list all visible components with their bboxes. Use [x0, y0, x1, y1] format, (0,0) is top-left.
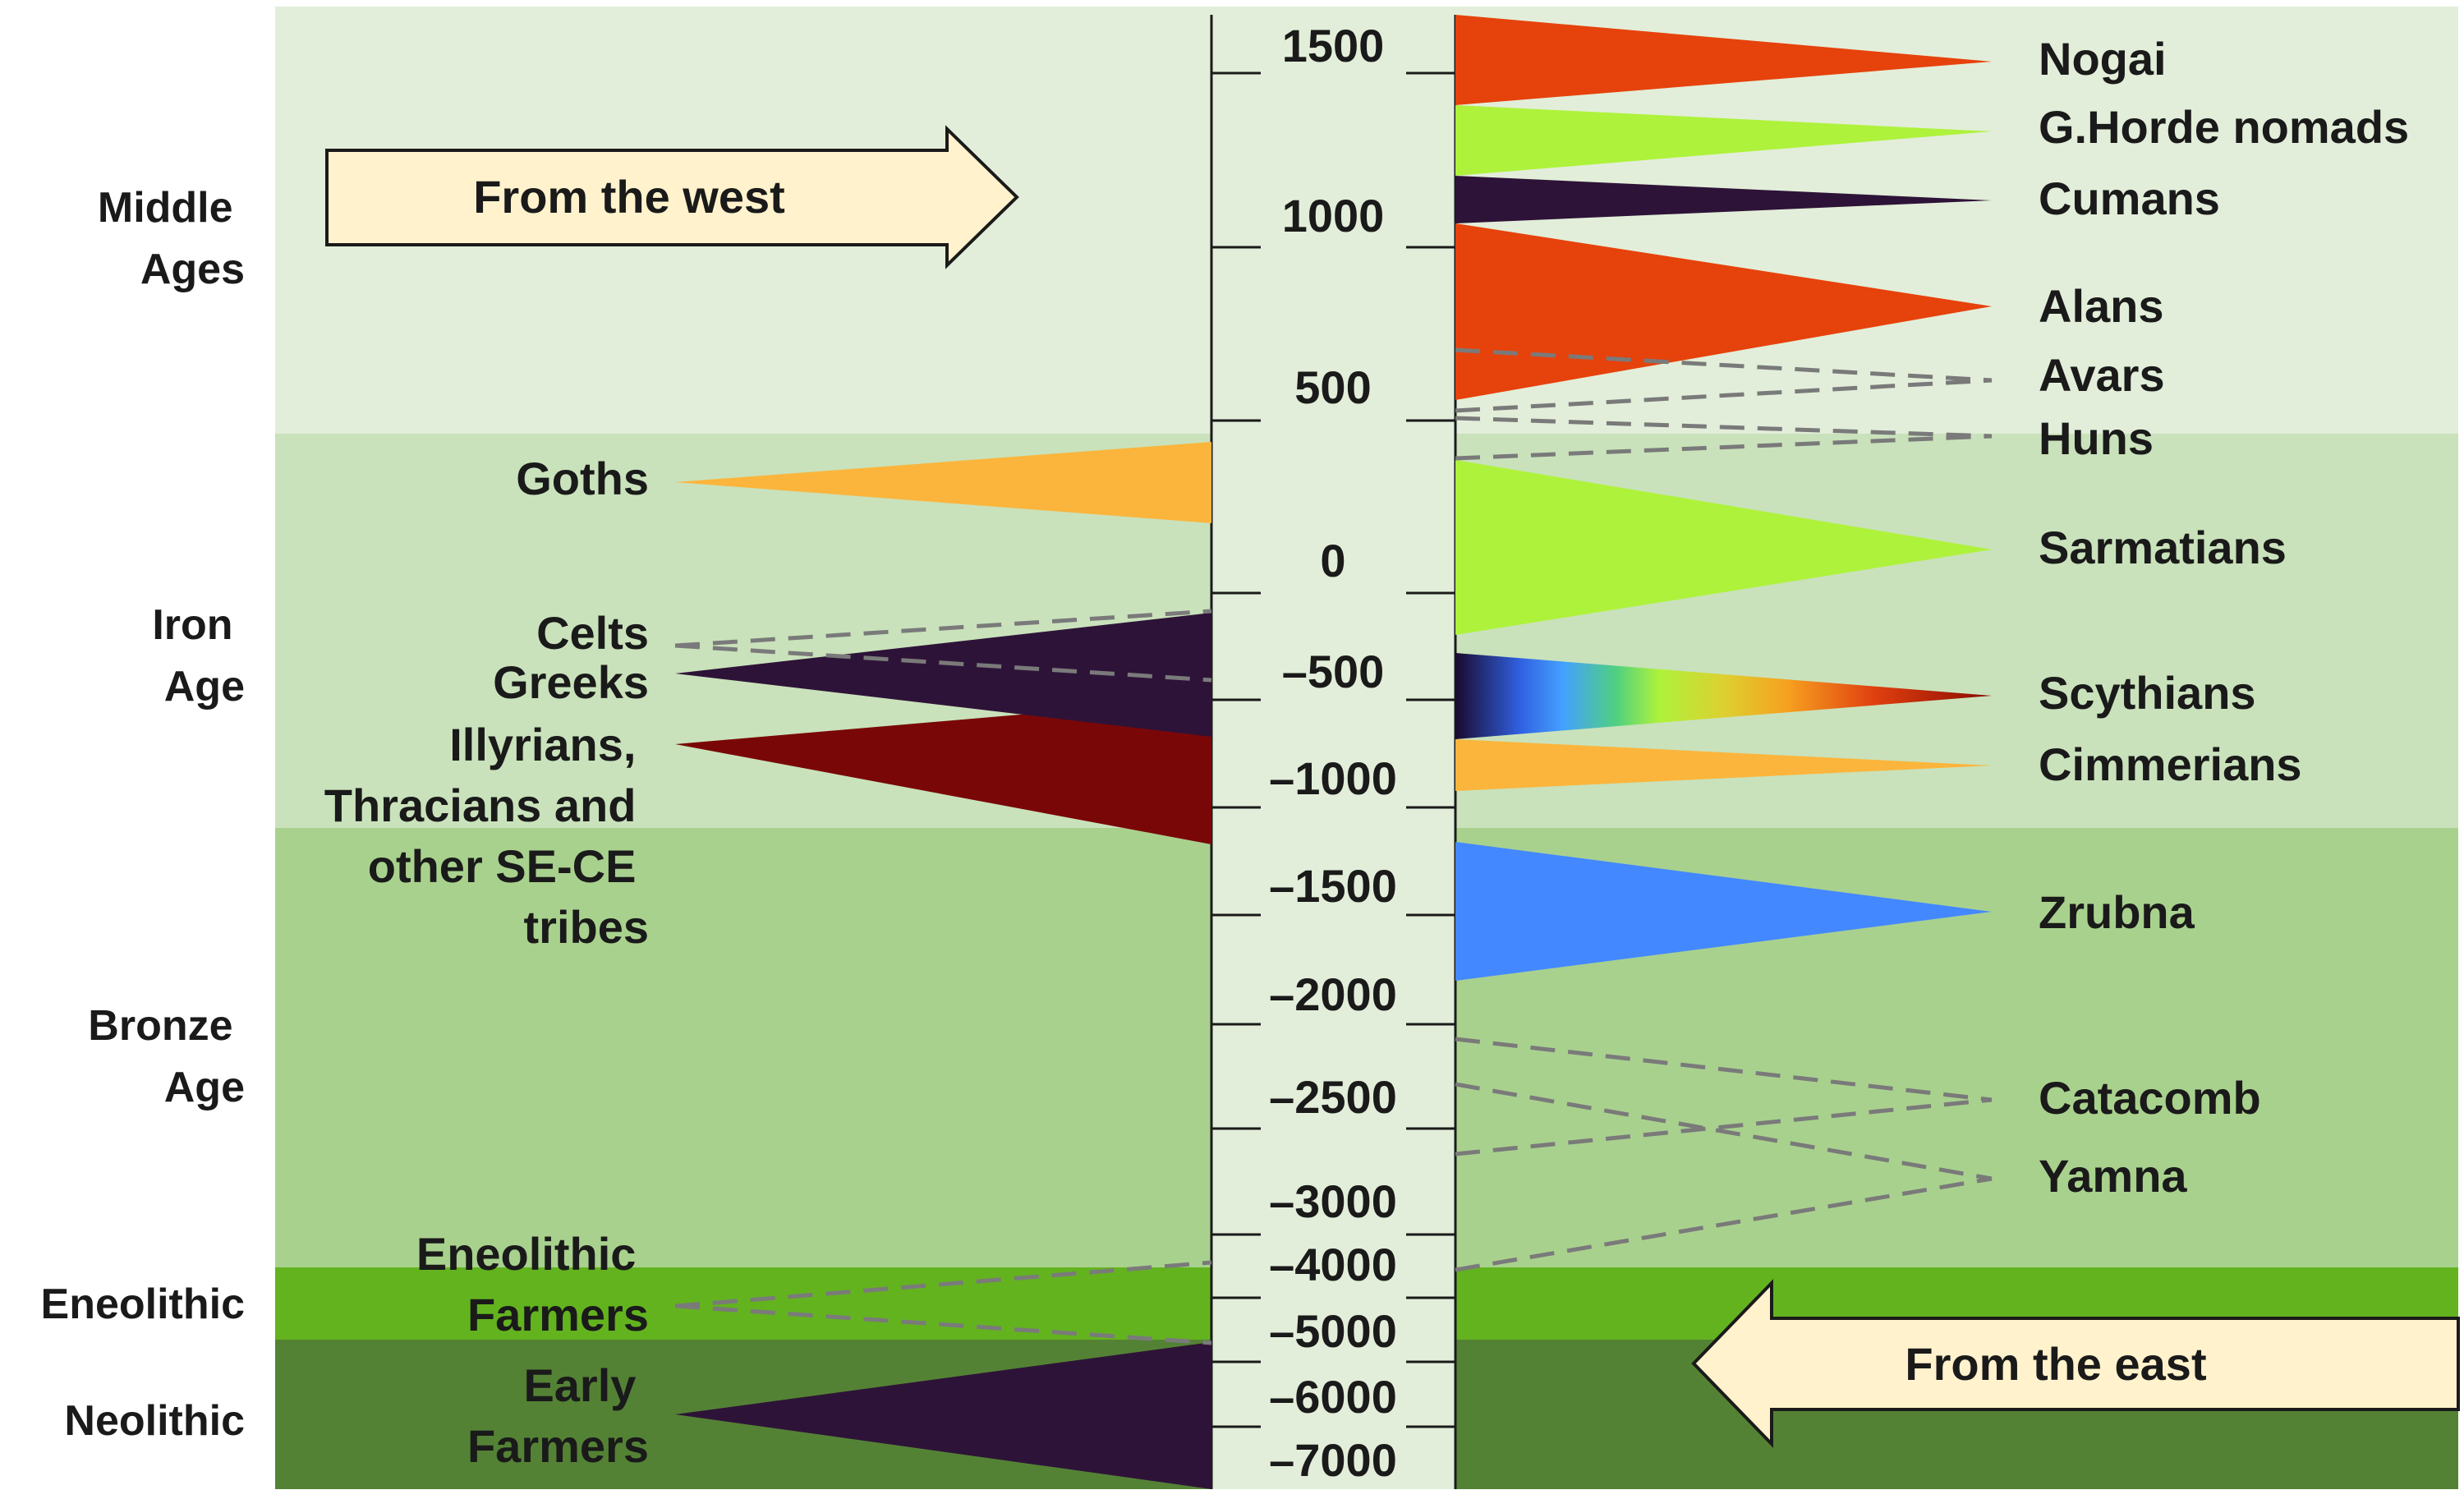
arrow-from-east: From the east [1691, 1279, 2460, 1448]
label-avars: Avars [2039, 349, 2165, 401]
era-label-eneolithic: Eneolithic [41, 1281, 245, 1328]
tick-label: –500 [1282, 646, 1385, 697]
wedge-golden-horde [1455, 105, 1992, 176]
dashed-links-east [1455, 347, 1993, 1272]
wedge-scythians [1455, 653, 1992, 739]
tick-label: –2500 [1269, 1071, 1397, 1123]
east-labels: Nogai G.Horde nomads Cumans Alans Avars … [2039, 33, 2409, 1202]
label-zrubna: Zrubna [2039, 886, 2195, 938]
label-huns: Huns [2039, 412, 2154, 464]
arrow-from-west: From the west [325, 125, 1019, 269]
link-celts-a [674, 609, 1212, 648]
link-huns-b [1455, 434, 1993, 461]
link-yamna-a [1455, 1082, 1993, 1181]
era-label-bronze-age: Bronze Age [88, 1002, 245, 1111]
east-populations [1455, 15, 1993, 1272]
label-sarmatians: Sarmatians [2039, 522, 2287, 573]
tick-label: –7000 [1269, 1434, 1397, 1486]
link-avars-b [1455, 378, 1993, 413]
arrow-west-label: From the west [473, 171, 785, 223]
arrow-east-label: From the east [1905, 1338, 2206, 1390]
label-scythians: Scythians [2039, 667, 2256, 719]
link-catacomb-b [1455, 1097, 1993, 1156]
label-greeks: Greeks [493, 656, 649, 708]
era-labels: Middle Ages Iron Age Bronze Age Eneolith… [41, 184, 245, 1445]
era-label-middle-ages: Middle Ages [98, 184, 245, 293]
timeline: 1500 1000 500 0 –500 –1000 –1500 –2000 –… [1210, 7, 1457, 1489]
wedge-cimmerians [1455, 739, 1992, 791]
wedge-early-farmers [675, 1342, 1211, 1489]
timeline-ticks [1211, 71, 1455, 1428]
label-golden-horde: G.Horde nomads [2039, 101, 2409, 153]
link-catacomb-a [1455, 1037, 1993, 1102]
wedge-sarmatians [1455, 460, 1992, 635]
west-populations [674, 442, 1212, 1489]
era-label-iron-age: Iron Age [152, 601, 245, 710]
link-avars-a [1455, 347, 1993, 383]
label-catacomb: Catacomb [2039, 1072, 2261, 1124]
west-labels: Goths Celts Greeks Illyrians, Thracians … [324, 453, 649, 1472]
tick-label: –6000 [1269, 1371, 1397, 1423]
timeline-column [1211, 7, 1455, 1489]
link-celts-b [674, 643, 1212, 683]
tick-label: –2000 [1269, 968, 1397, 1020]
label-yamna: Yamna [2039, 1150, 2187, 1202]
wedge-goths [675, 442, 1211, 523]
label-eneolithic-farmers: Eneolithic Farmers [416, 1228, 649, 1340]
arrow-right-shape [325, 125, 1019, 269]
tick-label: –1500 [1269, 860, 1397, 912]
tick-label: –3000 [1269, 1175, 1397, 1227]
tick-label: 0 [1320, 535, 1345, 586]
label-alans: Alans [2039, 280, 2164, 332]
tick-label: 1000 [1282, 190, 1385, 241]
wedge-greeks [675, 613, 1211, 737]
arrow-left-shape [1691, 1279, 2460, 1448]
wedge-cumans [1455, 176, 1992, 223]
label-early-farmers: Early Farmers [467, 1359, 649, 1472]
tick-label: 500 [1294, 361, 1371, 413]
timeline-tick-labels: 1500 1000 500 0 –500 –1000 –1500 –2000 –… [1269, 20, 1397, 1486]
tick-label: 1500 [1282, 20, 1385, 71]
label-goths: Goths [516, 453, 649, 504]
tick-label: –4000 [1269, 1239, 1397, 1290]
label-cumans: Cumans [2039, 172, 2220, 224]
label-cimmerians: Cimmerians [2039, 738, 2302, 790]
era-label-neolithic: Neolithic [64, 1397, 245, 1445]
link-yamna-b [1455, 1176, 1993, 1272]
label-celts: Celts [536, 607, 649, 659]
label-illyrians-thracians: Illyrians, Thracians and other SE-CE tri… [324, 719, 649, 953]
link-eneolithic-farmers-b [674, 1304, 1212, 1345]
label-nogai: Nogai [2039, 33, 2167, 85]
wedge-zrubna [1455, 842, 1992, 981]
wedge-illyrians-thracians [675, 698, 1211, 844]
link-huns-a [1455, 416, 1993, 439]
tick-label: –1000 [1269, 752, 1397, 804]
tick-label: –5000 [1269, 1305, 1397, 1357]
wedge-nogai [1455, 15, 1992, 105]
dashed-links-west [674, 609, 1212, 1345]
link-eneolithic-farmers-a [674, 1260, 1212, 1308]
